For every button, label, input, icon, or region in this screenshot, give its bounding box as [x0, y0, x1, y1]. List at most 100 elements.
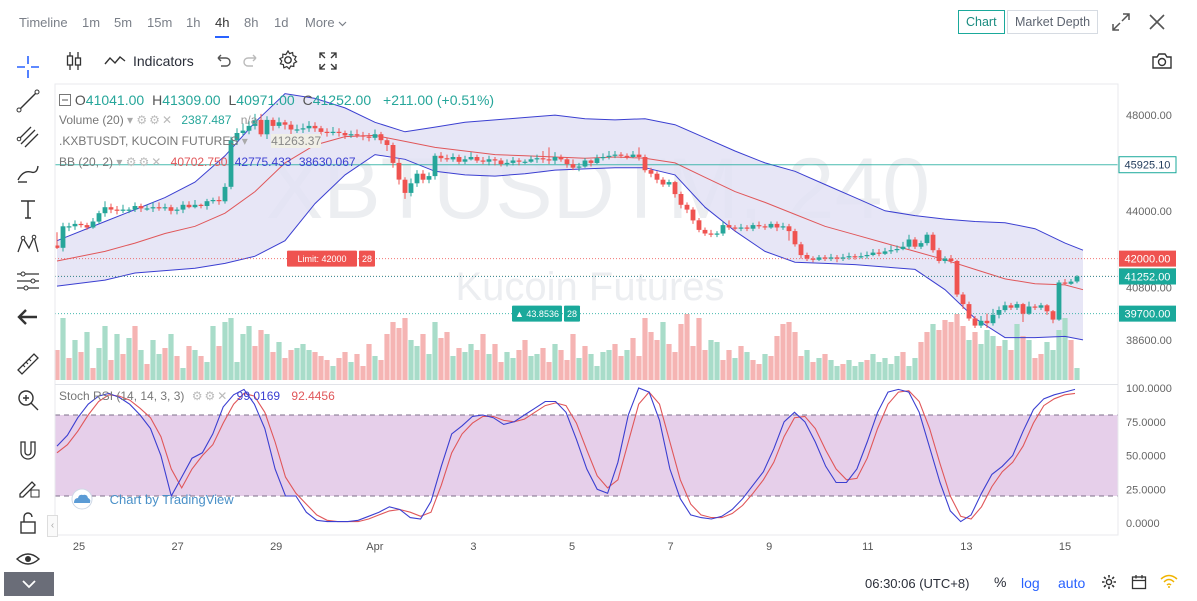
volume-bar	[84, 332, 90, 380]
text-tool-icon[interactable]	[15, 196, 41, 222]
undo-icon[interactable]	[214, 52, 232, 70]
stoch-actions-icon[interactable]: ⚙⚙✕	[191, 389, 230, 403]
candle-body	[516, 160, 522, 162]
timeframe-more[interactable]: More	[305, 15, 347, 30]
trendline-icon[interactable]	[15, 88, 41, 114]
timeframe-1h[interactable]: 1h	[186, 15, 201, 30]
volume-bar	[294, 348, 300, 380]
candle-body	[900, 246, 906, 250]
candle-body	[1020, 304, 1026, 314]
volume-bar	[198, 356, 204, 380]
volume-bar	[924, 332, 930, 380]
volume-bar	[354, 354, 360, 380]
volume-bar	[258, 330, 264, 380]
candle-body	[714, 233, 720, 235]
log-toggle[interactable]: log	[1021, 575, 1040, 591]
stoch-axis-tick: 75.0000	[1126, 417, 1166, 429]
zoom-in-icon[interactable]	[15, 387, 41, 413]
candle-body	[1002, 305, 1008, 311]
fullscreen-icon[interactable]	[318, 51, 338, 71]
crosshair-icon[interactable]	[15, 54, 41, 80]
legend-actions-icon[interactable]: ⚙⚙✕	[136, 113, 174, 127]
camera-snapshot-icon[interactable]	[1151, 51, 1173, 71]
close-icon[interactable]	[1146, 11, 1168, 33]
settings-gear-icon[interactable]	[1101, 574, 1117, 590]
price-axis-label: 42000.00	[1125, 254, 1171, 266]
back-arrow-icon[interactable]	[15, 304, 41, 330]
brush-icon[interactable]	[15, 160, 41, 186]
candle-body	[180, 204, 186, 210]
scroll-left-handle[interactable]: ‹	[47, 515, 58, 537]
volume-bar	[822, 354, 828, 380]
market-depth-button[interactable]: Market Depth	[1007, 10, 1099, 34]
settings-gear-icon[interactable]	[277, 49, 299, 71]
candle-body	[96, 213, 102, 222]
volume-bar	[774, 336, 780, 380]
pattern-icon[interactable]	[15, 232, 41, 258]
candle-body	[306, 125, 312, 129]
candle-style-icon[interactable]	[65, 50, 83, 72]
candle-body	[780, 226, 786, 228]
volume-bar	[930, 324, 936, 380]
volume-bar	[780, 324, 786, 380]
fib-channel-icon[interactable]	[15, 124, 41, 150]
magnet-icon[interactable]	[15, 438, 41, 464]
timeframe-15m[interactable]: 15m	[147, 15, 173, 30]
order-tag	[287, 250, 357, 267]
timeframe-8h[interactable]: 8h	[244, 15, 259, 30]
volume-bar	[1044, 342, 1050, 380]
bb-actions-icon[interactable]: ⚙⚙✕	[125, 155, 164, 169]
close-label: C	[302, 92, 313, 108]
timeframe-1m[interactable]: 1m	[82, 15, 101, 30]
candle-body	[438, 155, 444, 159]
candle-body	[906, 239, 912, 247]
more-label: More	[305, 15, 335, 30]
volume-bar	[384, 334, 390, 380]
tradingview-badge[interactable]: Chart by TradingView	[68, 488, 234, 510]
volume-bar	[288, 350, 294, 380]
timeframe-1d[interactable]: 1d	[274, 15, 289, 30]
prediction-icon[interactable]	[15, 268, 41, 294]
volume-bar	[534, 354, 540, 380]
indicators-button[interactable]: Indicators	[133, 53, 194, 69]
price-axis-label-box	[1118, 156, 1177, 174]
volume-bar	[300, 344, 306, 380]
candle-body	[120, 209, 126, 211]
timeframe-4h[interactable]: 4h	[215, 15, 230, 38]
time-axis-tick: 25	[73, 541, 85, 553]
unlock-icon[interactable]	[15, 510, 41, 536]
volume-bar	[402, 318, 408, 380]
candle-body	[360, 135, 366, 137]
candle-body	[762, 226, 768, 228]
candle-body	[426, 176, 432, 180]
eye-visibility-icon[interactable]	[15, 546, 41, 572]
percent-toggle[interactable]: %	[994, 574, 1007, 590]
volume-bar	[120, 354, 126, 380]
volume-bar	[618, 356, 624, 380]
volume-bar	[558, 350, 564, 380]
collapse-legend-icon[interactable]	[59, 94, 71, 106]
volume-bar	[864, 360, 870, 380]
candle-body	[792, 231, 798, 245]
low-label: L	[228, 92, 237, 108]
indicators-icon[interactable]	[104, 54, 126, 68]
candle-body	[756, 225, 762, 227]
ruler-icon[interactable]	[15, 351, 41, 377]
volume-bar	[684, 314, 690, 380]
volume-bar	[462, 352, 468, 380]
lock-drawing-icon[interactable]	[15, 474, 41, 500]
calendar-icon[interactable]	[1131, 574, 1147, 590]
redo-icon[interactable]	[242, 52, 260, 70]
collapse-toolbar-button[interactable]	[4, 572, 54, 596]
volume-bar	[432, 322, 438, 380]
candle-body	[708, 233, 714, 235]
timeframe-timeline[interactable]: Timeline	[19, 15, 68, 30]
candle-body	[198, 204, 204, 206]
expand-icon[interactable]	[1110, 11, 1132, 33]
auto-toggle[interactable]: auto	[1058, 575, 1086, 591]
chart-view-button[interactable]: Chart	[958, 10, 1005, 34]
timeframe-5m[interactable]: 5m	[114, 15, 133, 30]
volume-bar	[762, 354, 768, 380]
time-axis-tick: 3	[470, 541, 476, 553]
price-axis-tick: 38600.00	[1126, 335, 1172, 347]
